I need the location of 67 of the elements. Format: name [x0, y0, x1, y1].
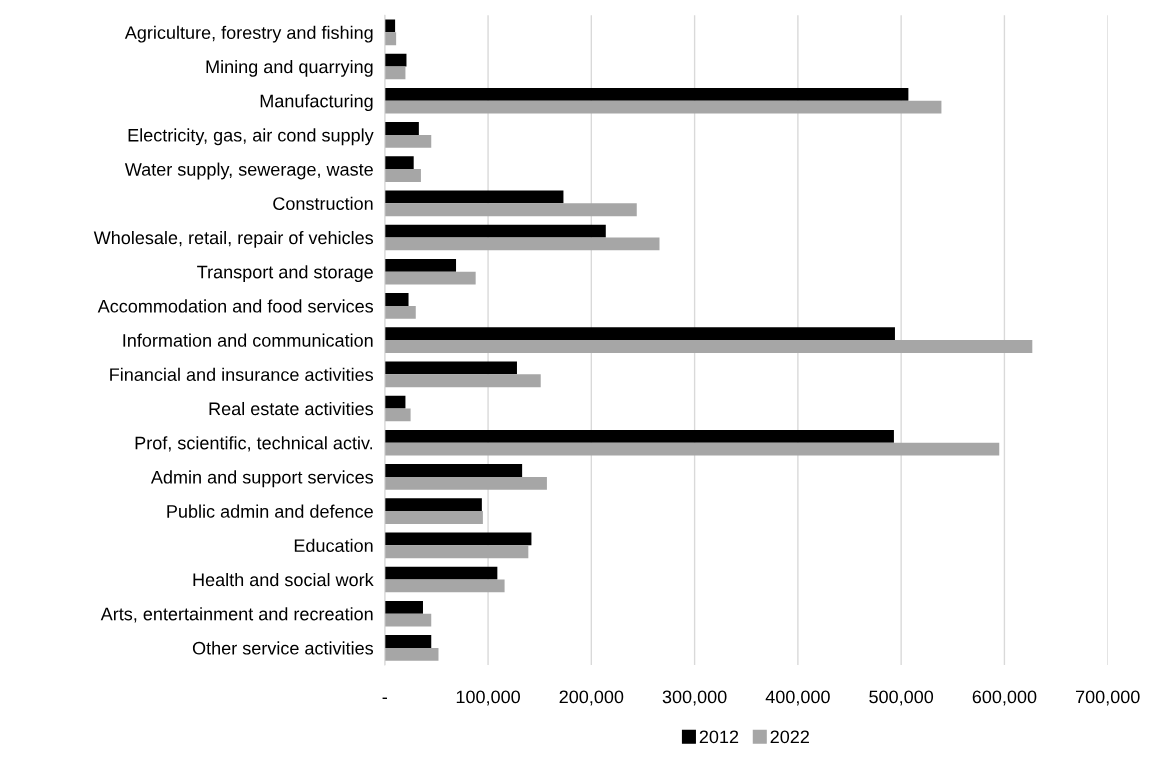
- bar: [384, 203, 637, 217]
- legend-label: 2022: [770, 730, 809, 744]
- bar: [384, 87, 909, 101]
- x-tick-label: 700,000: [1076, 690, 1140, 706]
- bar: [384, 32, 397, 46]
- y-tick-label: Transport and storage: [197, 265, 373, 282]
- bar: [384, 156, 414, 170]
- bar: [384, 566, 498, 580]
- bar: [384, 600, 423, 614]
- bar: [384, 613, 432, 627]
- y-tick-label: Water supply, sewerage, waste: [124, 162, 373, 180]
- y-tick-label: Arts, entertainment and recreation: [100, 607, 373, 623]
- bar: [384, 66, 406, 80]
- y-tick-label: Public admin and defence: [167, 504, 373, 518]
- y-tick-label: Prof, scientific, technical activ.: [135, 436, 373, 452]
- bar: [384, 395, 406, 409]
- bar: [384, 53, 407, 67]
- x-tick-label: 300,000: [662, 690, 727, 706]
- y-tick-label: Electricity, gas, air cond supply: [128, 128, 374, 146]
- bar: [384, 190, 564, 204]
- y-tick-label: Other service activities: [192, 641, 374, 655]
- bar: [384, 476, 547, 490]
- x-tick-label: -: [382, 697, 387, 699]
- bar: [384, 100, 942, 114]
- bar: [384, 237, 660, 251]
- y-tick-label: Financial and insurance activities: [110, 367, 374, 382]
- bar: [384, 305, 416, 319]
- y-tick-label: Information and communication: [123, 333, 373, 347]
- y-tick-label: Education: [294, 538, 373, 553]
- bar: [384, 134, 432, 148]
- x-tick-label: 100,000: [456, 690, 520, 706]
- bar: [384, 361, 517, 375]
- bar: [384, 442, 1000, 456]
- bar: [384, 327, 895, 341]
- x-tick-label: 200,000: [559, 690, 624, 706]
- y-tick-label: Mining and quarrying: [206, 59, 373, 77]
- x-tick-label: 400,000: [765, 690, 830, 706]
- bar: [384, 271, 476, 285]
- bar: [384, 122, 419, 135]
- bar: [384, 408, 411, 422]
- bar: [384, 340, 1033, 353]
- y-tick-label: Agriculture, forestry and fishing: [124, 25, 373, 43]
- bar: [384, 545, 529, 559]
- x-tick-label: 500,000: [869, 690, 934, 706]
- bar: [384, 511, 483, 524]
- bar: [384, 19, 396, 33]
- bar: [384, 464, 523, 477]
- y-tick-label: Admin and support services: [150, 470, 374, 488]
- bar: [384, 429, 894, 443]
- y-tick-label: Real estate activities: [209, 401, 374, 416]
- bar: [384, 374, 541, 388]
- bar: [384, 635, 432, 648]
- bar: [384, 498, 482, 512]
- y-tick-label: Accommodation and food services: [97, 299, 374, 313]
- y-tick-label: Wholesale, retail, repair of vehicles: [93, 230, 374, 248]
- y-tick-label: Construction: [273, 196, 373, 211]
- bar: [384, 532, 532, 546]
- y-tick-label: Manufacturing: [260, 94, 373, 111]
- bar: [384, 258, 457, 272]
- bar: [384, 579, 505, 593]
- bar: [384, 169, 421, 182]
- bar: [384, 293, 409, 306]
- x-tick-label: 600,000: [972, 690, 1037, 706]
- bar: [384, 647, 439, 661]
- legend-label: 2012: [699, 730, 739, 744]
- bar: [384, 224, 606, 238]
- y-tick-label: Health and social work: [193, 572, 374, 587]
